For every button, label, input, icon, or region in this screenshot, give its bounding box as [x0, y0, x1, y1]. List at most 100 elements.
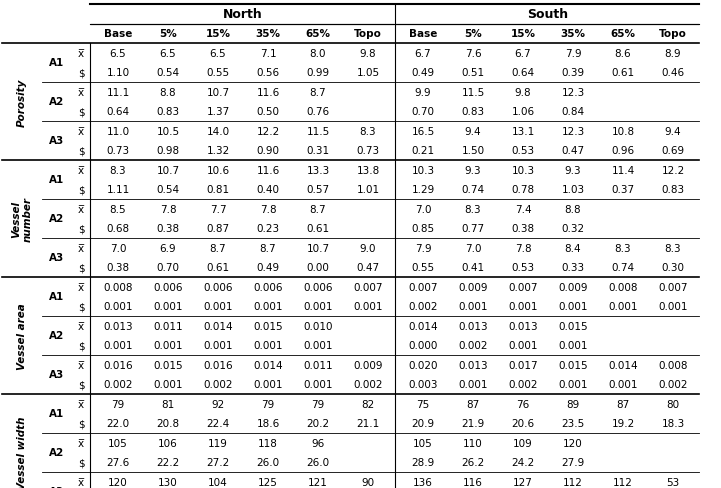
Text: 0.001: 0.001	[253, 341, 283, 350]
Text: 0.81: 0.81	[206, 185, 229, 195]
Text: 105: 105	[413, 438, 433, 448]
Text: 0.013: 0.013	[103, 321, 133, 331]
Text: 0.61: 0.61	[611, 68, 634, 78]
Text: 120: 120	[563, 438, 583, 448]
Text: 0.015: 0.015	[253, 321, 283, 331]
Text: 35%: 35%	[560, 29, 585, 39]
Text: 7.7: 7.7	[210, 204, 226, 214]
Text: 0.007: 0.007	[353, 282, 383, 292]
Text: 0.006: 0.006	[304, 282, 333, 292]
Text: 35%: 35%	[255, 29, 280, 39]
Text: 0.37: 0.37	[611, 185, 634, 195]
Text: 0.001: 0.001	[508, 302, 538, 312]
Text: 106: 106	[158, 438, 178, 448]
Text: 20.9: 20.9	[412, 418, 435, 428]
Text: 1.29: 1.29	[412, 185, 435, 195]
Text: 1.01: 1.01	[356, 185, 379, 195]
Text: 0.73: 0.73	[356, 146, 379, 156]
Text: $: $	[78, 224, 84, 234]
Text: 0.83: 0.83	[661, 185, 684, 195]
Text: 0.54: 0.54	[156, 68, 180, 78]
Text: South: South	[528, 8, 569, 21]
Text: $: $	[78, 302, 84, 312]
Text: 53: 53	[666, 477, 680, 487]
Text: 76: 76	[516, 399, 530, 409]
Text: 8.3: 8.3	[665, 243, 681, 253]
Text: 0.00: 0.00	[306, 263, 329, 273]
Text: x̅: x̅	[78, 438, 84, 448]
Text: 10.5: 10.5	[156, 126, 180, 137]
Text: 125: 125	[258, 477, 278, 487]
Text: 11.4: 11.4	[611, 165, 634, 175]
Text: 0.38: 0.38	[156, 224, 180, 234]
Text: 0.014: 0.014	[203, 321, 233, 331]
Text: 7.8: 7.8	[159, 204, 177, 214]
Text: 15%: 15%	[510, 29, 536, 39]
Text: 0.49: 0.49	[412, 68, 435, 78]
Text: 0.39: 0.39	[562, 68, 585, 78]
Text: 0.55: 0.55	[206, 68, 229, 78]
Text: x̅: x̅	[78, 282, 84, 292]
Text: 24.2: 24.2	[511, 457, 535, 468]
Text: 0.33: 0.33	[562, 263, 585, 273]
Text: 11.1: 11.1	[107, 87, 130, 98]
Text: 26.2: 26.2	[461, 457, 485, 468]
Text: 21.9: 21.9	[461, 418, 485, 428]
Text: 22.4: 22.4	[206, 418, 229, 428]
Text: 0.38: 0.38	[511, 224, 534, 234]
Text: 6.7: 6.7	[415, 49, 431, 59]
Text: 110: 110	[463, 438, 483, 448]
Text: Vessel width: Vessel width	[17, 416, 27, 488]
Text: 0.31: 0.31	[306, 146, 329, 156]
Text: x̅: x̅	[78, 87, 84, 98]
Text: 6.5: 6.5	[110, 49, 126, 59]
Text: 0.002: 0.002	[203, 380, 233, 389]
Text: 0.001: 0.001	[304, 341, 333, 350]
Text: 121: 121	[308, 477, 328, 487]
Text: 0.020: 0.020	[408, 360, 438, 370]
Text: 0.69: 0.69	[661, 146, 684, 156]
Text: $: $	[78, 68, 84, 78]
Text: 11.6: 11.6	[257, 165, 280, 175]
Text: 0.47: 0.47	[356, 263, 379, 273]
Text: 0.23: 0.23	[257, 224, 280, 234]
Text: 13.1: 13.1	[511, 126, 535, 137]
Text: Base: Base	[104, 29, 132, 39]
Text: 1.03: 1.03	[562, 185, 585, 195]
Text: 28.9: 28.9	[412, 457, 435, 468]
Text: 8.4: 8.4	[565, 243, 581, 253]
Text: 0.68: 0.68	[107, 224, 130, 234]
Text: 7.8: 7.8	[260, 204, 276, 214]
Text: 0.001: 0.001	[558, 341, 588, 350]
Text: 104: 104	[208, 477, 228, 487]
Text: $: $	[78, 457, 84, 468]
Text: 7.0: 7.0	[110, 243, 126, 253]
Text: 8.9: 8.9	[665, 49, 681, 59]
Text: 0.001: 0.001	[558, 380, 588, 389]
Text: 0.001: 0.001	[154, 380, 182, 389]
Text: 9.4: 9.4	[465, 126, 482, 137]
Text: 8.7: 8.7	[310, 204, 327, 214]
Text: Vessel
number: Vessel number	[12, 197, 32, 242]
Text: 82: 82	[361, 399, 375, 409]
Text: 0.001: 0.001	[154, 302, 182, 312]
Text: 0.85: 0.85	[412, 224, 435, 234]
Text: 0.006: 0.006	[253, 282, 283, 292]
Text: 0.61: 0.61	[306, 224, 329, 234]
Text: 1.05: 1.05	[356, 68, 379, 78]
Text: A1: A1	[49, 408, 65, 419]
Text: 0.016: 0.016	[203, 360, 233, 370]
Text: 8.3: 8.3	[360, 126, 376, 137]
Text: 0.001: 0.001	[203, 341, 233, 350]
Text: 120: 120	[108, 477, 128, 487]
Text: 0.008: 0.008	[103, 282, 133, 292]
Text: 6.7: 6.7	[515, 49, 531, 59]
Text: 23.5: 23.5	[562, 418, 585, 428]
Text: 1.06: 1.06	[511, 107, 534, 117]
Text: 6.9: 6.9	[159, 243, 177, 253]
Text: 10.7: 10.7	[306, 243, 329, 253]
Text: Porosity: Porosity	[17, 78, 27, 126]
Text: 0.011: 0.011	[153, 321, 183, 331]
Text: 0.009: 0.009	[459, 282, 487, 292]
Text: 0.70: 0.70	[156, 263, 180, 273]
